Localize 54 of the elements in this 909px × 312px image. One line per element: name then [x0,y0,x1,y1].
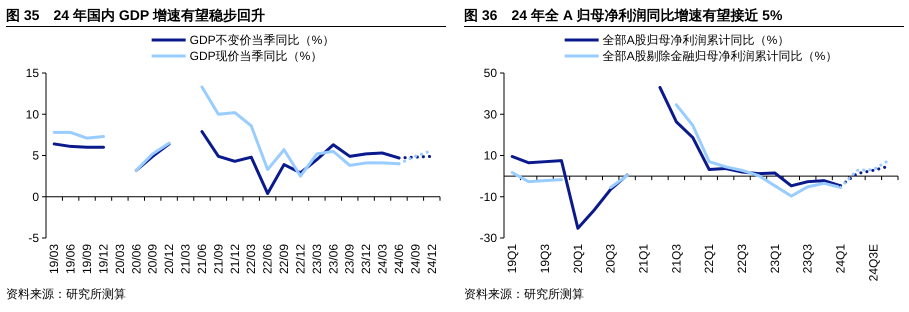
text: 资料来源：研究所测算 [6,286,126,303]
x-tick-label: 20/12 [162,244,176,274]
y-tick-label: -5 [28,231,40,245]
x-tick-label: 23/12 [359,244,374,274]
y-tick-label: 50 [484,66,498,80]
y-tick-label: -30 [480,231,498,245]
legend-label: 全部A股剔除金融归母净利润累计同比（%） [602,49,838,63]
x-tick-label: 23/09 [342,244,357,274]
x-tick-label: 24Q1 [834,244,848,274]
x-tick-label: 20/03 [112,244,127,274]
legend-label: GDP现价当季同比（%） [190,49,322,63]
legend-label: 全部A股归母净利润累计同比（%） [602,33,790,47]
x-tick-label: 22/03 [244,244,258,274]
x-tick-label: 22Q1 [702,244,716,274]
x-tick-label: 21/09 [211,244,226,274]
x-tick-label: 23Q3 [800,244,815,274]
x-tick-label: 21/03 [178,244,193,274]
x-tick-label: 22/12 [293,244,308,274]
x-tick-label: 19/06 [64,244,78,274]
x-tick-label: 21Q3 [669,244,684,274]
y-tick-label: 5 [32,148,40,162]
x-tick-label: 20Q1 [570,244,585,274]
x-tick-label: 24/06 [392,244,406,274]
x-tick-label: 22/06 [260,244,275,274]
y-tick-label: 0 [32,190,40,204]
x-tick-label: 20/09 [146,244,160,274]
x-tick-label: 19/09 [80,244,94,274]
x-tick-label: 19Q3 [538,244,552,274]
text: 资料来源：研究所测算 [464,286,584,303]
x-tick-label: 23/06 [326,244,340,274]
chart-title: 图 35 24 年国内 GDP 增速有望稳步回升 [6,4,446,27]
x-tick-label: 22Q3 [735,244,750,274]
chart-title: 图 36 24 年全 A 归母净利润同比增速有望接近 5% [464,4,904,27]
x-tick-label: 20/06 [129,244,144,274]
x-tick-label: 19Q1 [505,244,520,274]
x-tick-label: 23/03 [310,244,324,274]
x-tick-label: 24/03 [376,244,390,274]
x-tick-label: 24Q3E [866,244,880,282]
legend-label: GDP不变价当季同比（%） [190,33,334,47]
x-tick-label: 24/12 [424,244,439,274]
y-tick-label: 15 [26,66,40,80]
x-tick-label: 19/03 [47,244,62,274]
x-tick-label: 22/09 [277,244,292,274]
y-tick-label: 10 [484,148,498,162]
x-tick-label: 21Q1 [636,244,651,274]
y-tick-label: -10 [480,190,498,204]
y-tick-label: 10 [26,107,40,122]
x-tick-label: 19/12 [96,244,110,274]
x-tick-label: 23Q1 [768,244,782,274]
x-tick-label: 20Q3 [604,244,618,274]
x-tick-label: 24/09 [408,244,422,274]
x-tick-label: 21/06 [194,244,209,274]
x-tick-label: 21/12 [228,244,242,274]
y-tick-label: 30 [484,107,498,122]
